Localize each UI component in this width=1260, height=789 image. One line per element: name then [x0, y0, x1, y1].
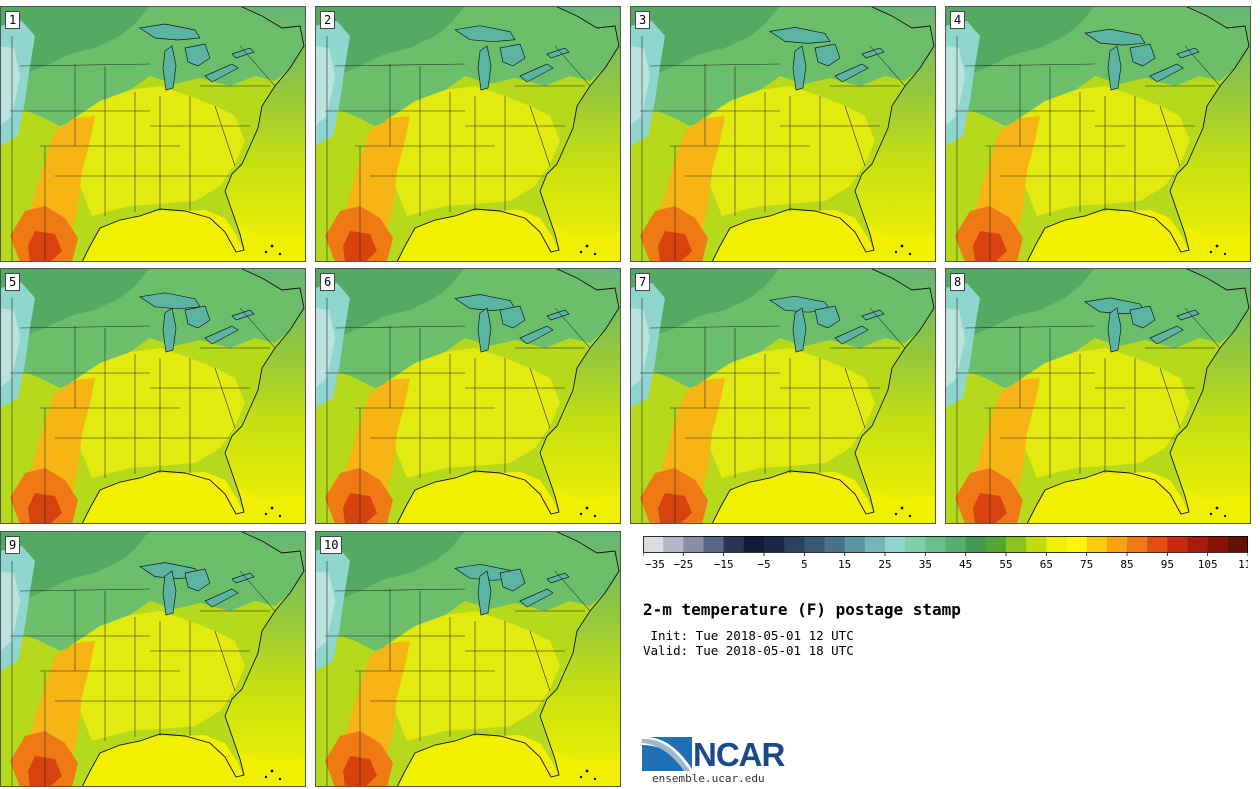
- colorbar-tick-label: −15: [714, 558, 734, 571]
- colorbar-swatch: [784, 536, 805, 552]
- colorbar-tick-label: 55: [999, 558, 1012, 571]
- colorbar-swatch: [824, 536, 846, 552]
- colorbar-swatch: [804, 536, 825, 552]
- colorbar-tick-label: 25: [878, 558, 891, 571]
- colorbar-swatch: [885, 536, 906, 552]
- ensemble-member-map-8[interactable]: 8: [945, 268, 1251, 524]
- colorbar-tick-label: 95: [1161, 558, 1174, 571]
- ensemble-member-map-4[interactable]: 4: [945, 6, 1251, 262]
- colorbar-swatch: [1026, 536, 1047, 552]
- colorbar-swatch: [1046, 536, 1067, 552]
- colorbar-swatch: [764, 536, 785, 552]
- colorbar-swatch: [864, 536, 886, 552]
- member-number-label: 7: [635, 273, 651, 291]
- colorbar-tick-label: 115: [1238, 558, 1248, 571]
- colorbar-swatch: [1066, 536, 1088, 552]
- member-number-label: 6: [320, 273, 336, 291]
- member-number-label: 3: [635, 11, 651, 29]
- colorbar-swatch: [1127, 536, 1148, 552]
- colorbar-swatch: [743, 536, 765, 552]
- colorbar-tick-label: −35: [645, 558, 665, 571]
- ensemble-member-map-7[interactable]: 7: [630, 268, 936, 524]
- colorbar-swatch: [905, 536, 926, 552]
- colorbar-swatch: [965, 536, 987, 552]
- ensemble-member-map-6[interactable]: 6: [315, 268, 621, 524]
- colorbar-swatch: [1086, 536, 1108, 552]
- colorbar-swatch: [985, 536, 1007, 552]
- ensemble-member-map-2[interactable]: 2: [315, 6, 621, 262]
- valid-time: Valid: Tue 2018-05-01 18 UTC: [643, 643, 854, 658]
- member-number-label: 5: [5, 273, 21, 291]
- colorbar-swatch: [945, 536, 967, 552]
- colorbar-swatch: [723, 536, 745, 552]
- temperature-colorbar: −35 −25 −15 −5 5 15 25 35 45 55 65 75 85 95 105 115: [643, 536, 1248, 571]
- colorbar-tick-label: 85: [1120, 558, 1133, 571]
- figure-title: 2-m temperature (F) postage stamp: [643, 600, 961, 619]
- colorbar-tick-label: 5: [801, 558, 808, 571]
- colorbar-swatch: [703, 536, 725, 552]
- ensemble-url[interactable]: ensemble.ucar.edu: [652, 772, 765, 785]
- member-number-label: 9: [5, 536, 21, 554]
- ncar-wordmark: NCAR: [693, 736, 785, 773]
- colorbar-swatch: [1147, 536, 1168, 552]
- colorbar-swatch: [643, 536, 664, 552]
- ncar-swoosh-icon: [642, 736, 692, 771]
- colorbar-swatch: [925, 536, 946, 552]
- member-number-label: 8: [950, 273, 966, 291]
- colorbar-swatch: [1106, 536, 1128, 552]
- member-number-label: 1: [5, 11, 21, 29]
- ensemble-member-map-10[interactable]: 10: [315, 531, 621, 787]
- colorbar-swatch: [683, 536, 704, 552]
- colorbar-tick-label: 15: [838, 558, 851, 571]
- colorbar-tick-label: −25: [673, 558, 693, 571]
- colorbar-swatch: [1006, 536, 1027, 552]
- colorbar-swatch: [1227, 536, 1248, 552]
- colorbar-tick-label: 105: [1198, 558, 1218, 571]
- init-time: Init: Tue 2018-05-01 12 UTC: [643, 628, 854, 643]
- colorbar-swatch: [1187, 536, 1209, 552]
- colorbar-tick-label: −5: [757, 558, 770, 571]
- colorbar-swatch: [844, 536, 866, 552]
- member-number-label: 2: [320, 11, 336, 29]
- member-number-label: 10: [320, 536, 343, 554]
- colorbar-tick-label: 35: [919, 558, 932, 571]
- ensemble-member-map-9[interactable]: 9: [0, 531, 306, 787]
- ensemble-member-map-1[interactable]: 1: [0, 6, 306, 262]
- ensemble-member-map-5[interactable]: 5: [0, 268, 306, 524]
- colorbar-tick-label: 45: [959, 558, 972, 571]
- colorbar-swatch: [1167, 536, 1188, 552]
- colorbar-tick-label: 65: [1040, 558, 1053, 571]
- colorbar-swatch: [1207, 536, 1229, 552]
- colorbar-tick-label: 75: [1080, 558, 1093, 571]
- ensemble-member-map-3[interactable]: 3: [630, 6, 936, 262]
- colorbar-swatch: [663, 536, 684, 552]
- colorbar-frame: [643, 536, 1248, 553]
- ncar-logo[interactable]: NCAR ensemble.ucar.edu: [642, 731, 802, 789]
- member-number-label: 4: [950, 11, 966, 29]
